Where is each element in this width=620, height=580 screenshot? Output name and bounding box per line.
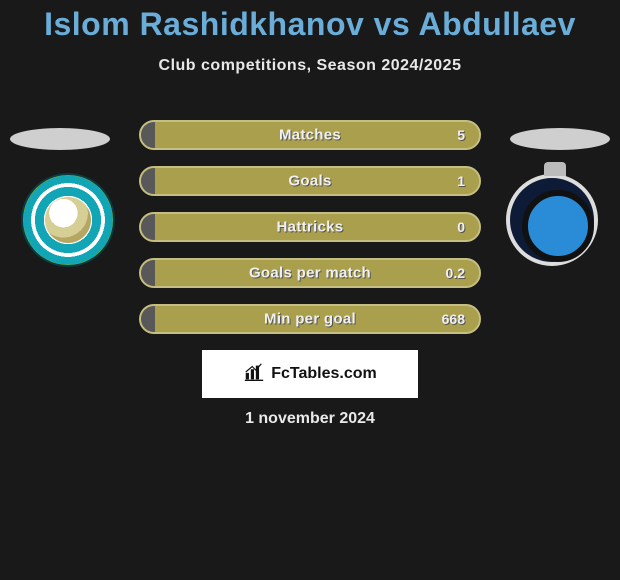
stat-value: 0.2 — [446, 265, 465, 281]
fctables-brand[interactable]: FcTables.com — [202, 350, 418, 398]
stat-pill: Goals per match 0.2 — [139, 258, 481, 288]
stat-value: 0 — [457, 219, 465, 235]
stat-pill: Goals 1 — [139, 166, 481, 196]
stat-value: 668 — [442, 311, 465, 327]
stat-label: Min per goal — [141, 311, 479, 328]
stat-value: 1 — [457, 173, 465, 189]
stat-label: Goals — [141, 173, 479, 190]
date-label: 1 november 2024 — [0, 410, 620, 428]
stat-row: Goals per match 0.2 — [139, 258, 481, 288]
stats-list: Matches 5 Goals 1 Hattricks 0 Goals per … — [0, 120, 620, 350]
stat-pill: Hattricks 0 — [139, 212, 481, 242]
stat-row: Goals 1 — [139, 166, 481, 196]
comparison-card: Islom Rashidkhanov vs Abdullaev Club com… — [0, 0, 620, 580]
subtitle: Club competitions, Season 2024/2025 — [0, 57, 620, 75]
stat-pill: Min per goal 668 — [139, 304, 481, 334]
stat-value: 5 — [457, 127, 465, 143]
stat-label: Hattricks — [141, 219, 479, 236]
fctables-text: FcTables.com — [271, 365, 377, 383]
stat-row: Hattricks 0 — [139, 212, 481, 242]
bar-chart-icon — [243, 361, 265, 388]
stat-row: Min per goal 668 — [139, 304, 481, 334]
stat-row: Matches 5 — [139, 120, 481, 150]
page-title: Islom Rashidkhanov vs Abdullaev — [0, 0, 620, 43]
stat-label: Goals per match — [141, 265, 479, 282]
stat-pill: Matches 5 — [139, 120, 481, 150]
stat-label: Matches — [141, 127, 479, 144]
